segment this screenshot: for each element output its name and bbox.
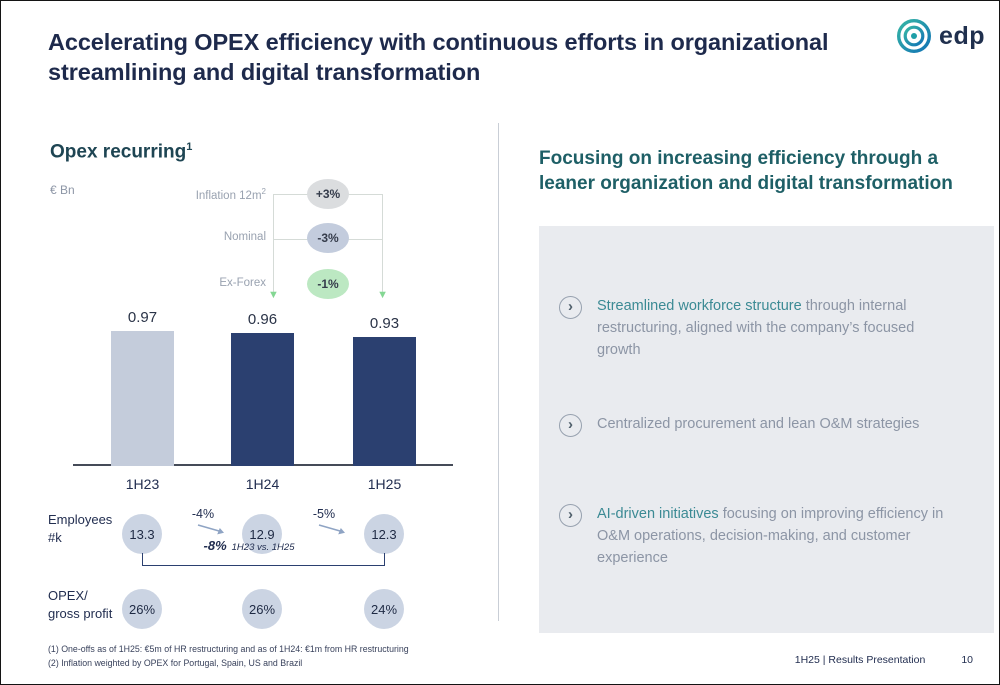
chevron-right-icon: › xyxy=(559,504,582,527)
slide-footer: 1H25 | Results Presentation 10 xyxy=(795,654,973,666)
employees-value: 13.3 xyxy=(122,514,162,554)
footnote-1: (1) One-offs as of 1H25: €5m of HR restr… xyxy=(48,644,409,654)
bullet-text: Centralized procurement and lean O&M str… xyxy=(597,416,920,432)
footnote-2: (2) Inflation weighted by OPEX for Portu… xyxy=(48,657,303,668)
opex-bar-chart: 0.97 0.96 0.93 1H23 1H24 1H25 xyxy=(48,306,493,498)
employees-delta: -4% xyxy=(173,507,233,536)
trend-down-arrow-icon xyxy=(318,524,345,535)
chevron-right-icon: › xyxy=(559,296,582,319)
footnotes: (1) One-offs as of 1H25: €5m of HR restr… xyxy=(48,643,409,670)
bar-value: 0.97 xyxy=(127,309,158,327)
bar-1h25 xyxy=(353,336,416,466)
nominal-badge: -3% xyxy=(307,223,349,253)
bar-category-label: 1H23 xyxy=(125,476,160,492)
efficiency-section: Focusing on increasing efficiency throug… xyxy=(539,141,994,641)
edp-logo-mark-icon xyxy=(897,18,932,54)
chevron-right-icon: › xyxy=(559,414,582,437)
down-arrow-icon: ▼ xyxy=(268,289,279,301)
bar-1h24 xyxy=(231,332,294,466)
bullet-item: › Streamlined workforce structure throug… xyxy=(559,296,969,361)
bar-category-label: 1H24 xyxy=(245,476,280,492)
opex-ratio-value: 26% xyxy=(122,589,162,629)
trend-down-arrow-icon xyxy=(197,524,224,535)
bar-group-1h23: 0.97 xyxy=(111,309,174,466)
section-divider xyxy=(498,123,499,621)
opex-ratio-value: 26% xyxy=(242,589,282,629)
edp-logo-text: edp xyxy=(939,21,985,50)
employees-total-change: -8% 1H23 vs. 1H25 xyxy=(203,538,295,553)
opex-ratio-value: 24% xyxy=(364,589,404,629)
bar-value: 0.93 xyxy=(369,314,400,332)
efficiency-heading: Focusing on increasing efficiency throug… xyxy=(539,148,953,194)
opex-section: Opex recurring1 € Bn Inflation 12m2 Nomi… xyxy=(48,141,493,641)
bar-group-1h25: 0.93 xyxy=(353,315,416,466)
page-number: 10 xyxy=(961,654,973,666)
inflation-label: Inflation 12m2 xyxy=(195,187,266,202)
bracket-line xyxy=(142,553,385,566)
bullet-text: AI-driven initiatives focusing on improv… xyxy=(597,506,944,566)
employees-value: 12.9 xyxy=(242,514,282,554)
nominal-label: Nominal xyxy=(223,231,266,243)
footnote-marker: 1 xyxy=(186,141,193,153)
bullet-text: Streamlined workforce structure through … xyxy=(597,298,915,358)
edp-logo: edp xyxy=(895,17,985,55)
bullet-item: › Centralized procurement and lean O&M s… xyxy=(559,414,969,437)
bullet-item: › AI-driven initiatives focusing on impr… xyxy=(559,504,969,569)
footnote-marker: 2 xyxy=(261,187,266,196)
bar-value: 0.96 xyxy=(247,310,278,328)
inflation-badge: +3% xyxy=(307,179,349,209)
page-title: Accelerating OPEX efficiency with contin… xyxy=(48,29,829,86)
employees-value: 12.3 xyxy=(364,514,404,554)
opex-heading-text: Opex recurring xyxy=(50,141,187,163)
opex-ratio-label: OPEX/ gross profit xyxy=(48,588,113,622)
opex-heading: Opex recurring1 xyxy=(50,141,192,163)
ex-forex-badge: -1% xyxy=(307,269,349,299)
axis-unit-label: € Bn xyxy=(50,183,75,197)
presentation-label: 1H25 | Results Presentation xyxy=(794,654,926,666)
down-arrow-icon: ▼ xyxy=(377,289,388,301)
bar-1h23 xyxy=(111,331,174,466)
highlights-panel: › Streamlined workforce structure throug… xyxy=(539,226,994,633)
bar-category-label: 1H25 xyxy=(367,476,402,492)
bar-group-1h24: 0.96 xyxy=(231,311,294,466)
employees-label: Employees #k xyxy=(48,512,113,546)
employees-delta: -5% xyxy=(294,507,354,536)
ex-forex-label: Ex-Forex xyxy=(219,277,266,289)
